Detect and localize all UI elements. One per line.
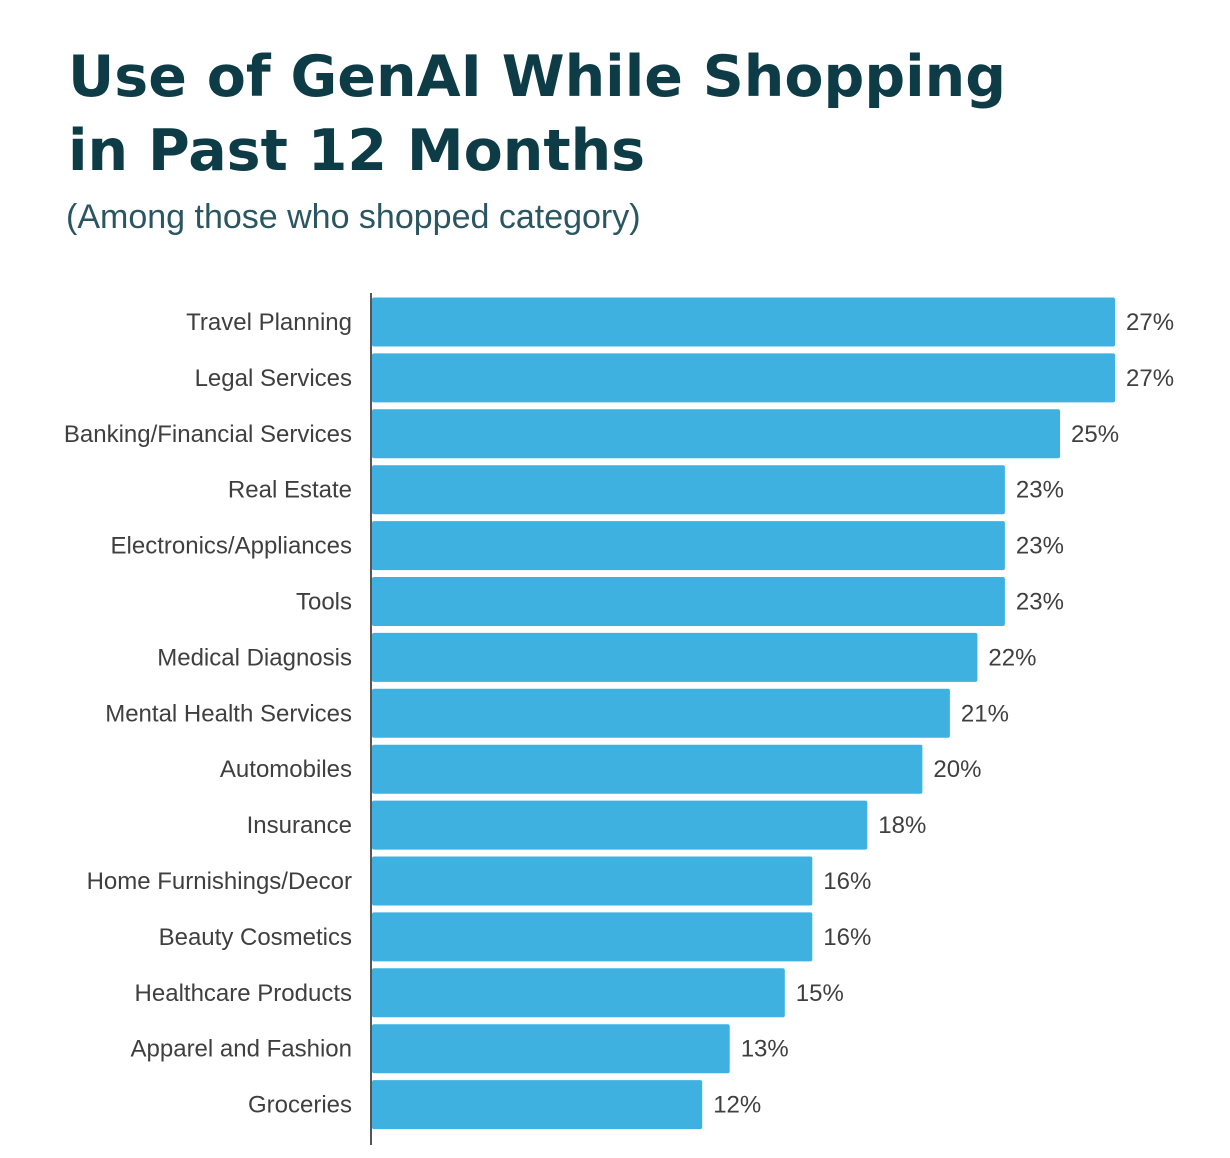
category-label: Insurance bbox=[247, 812, 352, 839]
value-label: 21% bbox=[961, 700, 1009, 727]
bar bbox=[372, 409, 1060, 459]
category-label: Apparel and Fashion bbox=[131, 1036, 352, 1063]
bar bbox=[372, 800, 868, 850]
value-label: 22% bbox=[988, 644, 1036, 671]
value-label: 23% bbox=[1016, 589, 1064, 616]
bar bbox=[372, 353, 1115, 403]
value-label: 23% bbox=[1016, 533, 1064, 560]
category-label: Mental Health Services bbox=[105, 700, 352, 727]
bar bbox=[372, 856, 813, 906]
bar bbox=[372, 577, 1005, 626]
bar bbox=[372, 632, 978, 682]
bar bbox=[372, 521, 1005, 571]
chart-title-line-2: in Past 12 Months bbox=[68, 118, 646, 184]
category-label: Automobiles bbox=[220, 756, 352, 783]
value-label: 18% bbox=[878, 812, 926, 839]
category-label: Real Estate bbox=[228, 477, 352, 504]
bar bbox=[372, 744, 923, 794]
bars-group: Travel Planning 27% Legal Services 27% Banki… bbox=[64, 297, 1174, 1130]
category-label: Travel Planning bbox=[186, 309, 352, 336]
value-label: 16% bbox=[823, 868, 871, 895]
value-label: 12% bbox=[713, 1092, 761, 1119]
category-label: Home Furnishings/Decor bbox=[87, 868, 352, 895]
chart-subtitle: (Among those who shopped category) bbox=[66, 198, 641, 236]
bar bbox=[372, 465, 1005, 515]
value-label: 27% bbox=[1126, 309, 1174, 336]
category-label: Healthcare Products bbox=[135, 980, 352, 1007]
category-label: Tools bbox=[296, 589, 352, 616]
category-label: Electronics/Appliances bbox=[111, 533, 352, 560]
value-label: 23% bbox=[1016, 477, 1064, 504]
category-label: Legal Services bbox=[195, 365, 352, 392]
bar bbox=[372, 297, 1115, 347]
bar bbox=[372, 1024, 730, 1074]
value-label: 20% bbox=[933, 756, 981, 783]
bar bbox=[372, 968, 785, 1018]
bar bbox=[372, 1080, 703, 1130]
value-label: 13% bbox=[741, 1036, 789, 1063]
bar bbox=[372, 688, 950, 738]
value-label: 25% bbox=[1071, 421, 1119, 448]
value-label: 15% bbox=[796, 980, 844, 1007]
category-label: Medical Diagnosis bbox=[157, 644, 352, 671]
value-label: 16% bbox=[823, 924, 871, 951]
category-label: Groceries bbox=[248, 1092, 352, 1119]
value-label: 27% bbox=[1126, 365, 1174, 392]
category-label: Banking/Financial Services bbox=[64, 421, 352, 448]
chart-title: Use of GenAI While Shopping in Past 12 M… bbox=[68, 40, 1006, 188]
chart-title-line-1: Use of GenAI While Shopping bbox=[68, 44, 1007, 110]
bar bbox=[372, 912, 813, 962]
category-label: Beauty Cosmetics bbox=[159, 924, 352, 951]
